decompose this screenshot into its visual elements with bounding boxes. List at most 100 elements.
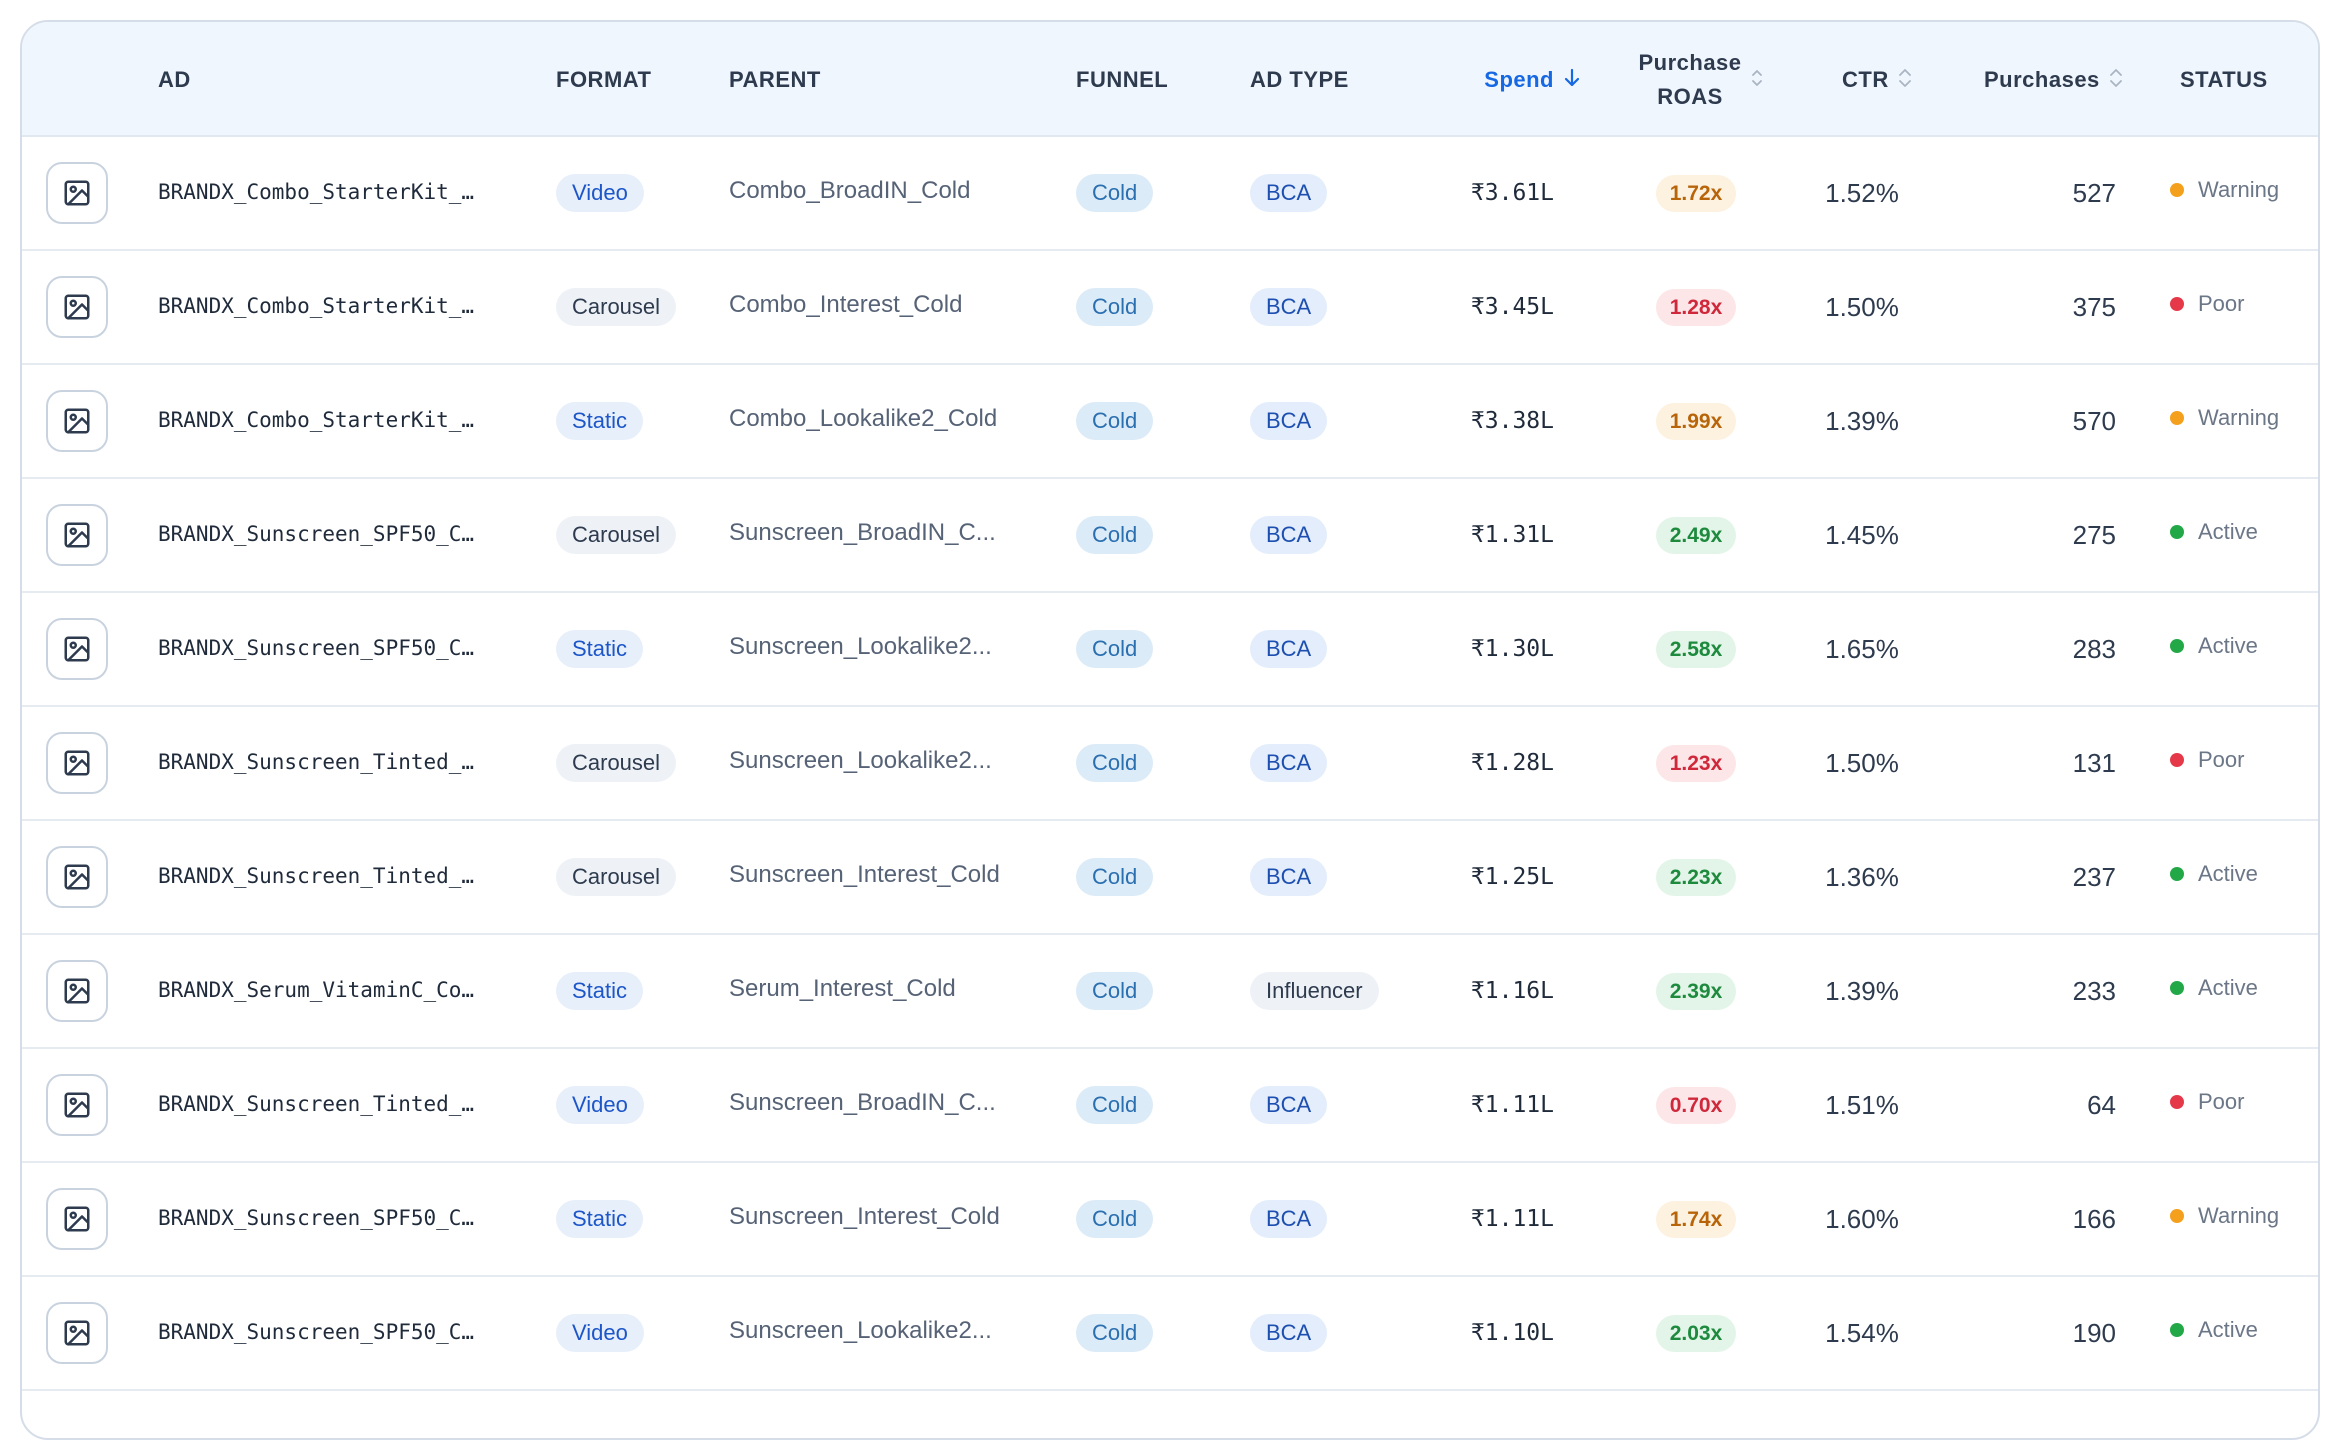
format-badge: Carousel [556, 288, 677, 326]
column-header-format[interactable]: FORMAT [556, 22, 651, 137]
thumbnail-cell [46, 365, 108, 477]
thumbnail-cell [46, 821, 108, 933]
ctr-value: 1.52% [1825, 177, 1899, 208]
purchases-value: 166 [2072, 1203, 2116, 1234]
funnel-badge: Cold [1076, 1200, 1154, 1238]
table-row[interactable]: BRANDX_Combo_StarterKit_… Video Combo_Br… [22, 137, 2318, 251]
format-badge: Video [556, 174, 644, 212]
table-header: AD FORMAT PARENT FUNNEL AD TYPE Spend Pu… [22, 22, 2318, 137]
column-header-purchases[interactable]: Purchases [1984, 22, 2122, 137]
column-header-ctr[interactable]: CTR [1842, 22, 1911, 137]
column-header-purchases-label: Purchases [1984, 66, 2100, 92]
ad-name[interactable]: BRANDX_Sunscreen_Tinted_… [158, 750, 475, 774]
table-row[interactable]: BRANDX_Combo_StarterKit_… Carousel Combo… [22, 251, 2318, 365]
status-indicator: Active [2170, 633, 2258, 659]
column-header-purchase-roas[interactable]: Purchase ROAS [1620, 22, 1780, 137]
table-row[interactable]: BRANDX_Sunscreen_Tinted_… Carousel Sunsc… [22, 707, 2318, 821]
status-label: Active [2198, 1317, 2258, 1342]
parent-name[interactable]: Sunscreen_Lookalike2... [729, 633, 992, 660]
roas-badge: 2.49x [1655, 516, 1737, 554]
format-badge: Static [556, 972, 644, 1010]
ad-name[interactable]: BRANDX_Sunscreen_SPF50_C… [158, 522, 475, 546]
image-icon[interactable] [46, 1188, 108, 1250]
thumbnail-cell [46, 707, 108, 819]
column-header-spend[interactable]: Spend [1450, 22, 1580, 137]
table-row[interactable]: BRANDX_Sunscreen_Tinted_… Video Sunscree… [22, 1049, 2318, 1163]
parent-name[interactable]: Sunscreen_BroadIN_C... [729, 1089, 996, 1116]
ad-name[interactable]: BRANDX_Serum_VitaminC_Co… [158, 978, 475, 1002]
column-header-roas-line1: Purchase [1638, 49, 1742, 75]
ctr-value: 1.39% [1825, 975, 1899, 1006]
spend-value: ₹1.10L [1470, 1320, 1554, 1346]
image-icon[interactable] [46, 1302, 108, 1364]
status-label: Poor [2198, 1089, 2245, 1114]
status-dot-icon [2170, 639, 2184, 653]
image-icon[interactable] [46, 276, 108, 338]
ad-name[interactable]: BRANDX_Sunscreen_SPF50_C… [158, 636, 475, 660]
parent-name[interactable]: Sunscreen_Lookalike2... [729, 1317, 992, 1344]
status-indicator: Active [2170, 1317, 2258, 1343]
parent-name[interactable]: Sunscreen_Interest_Cold [729, 1203, 1000, 1230]
format-badge: Static [556, 630, 644, 668]
status-dot-icon [2170, 867, 2184, 881]
ad-type-badge: BCA [1250, 630, 1328, 668]
parent-name[interactable]: Sunscreen_Interest_Cold [729, 861, 1000, 888]
ad-name[interactable]: BRANDX_Combo_StarterKit_… [158, 294, 475, 318]
parent-name[interactable]: Serum_Interest_Cold [729, 975, 956, 1002]
parent-name[interactable]: Sunscreen_Lookalike2... [729, 747, 992, 774]
parent-name[interactable]: Combo_Lookalike2_Cold [729, 405, 998, 432]
image-icon[interactable] [46, 960, 108, 1022]
column-header-funnel-label: FUNNEL [1076, 66, 1169, 92]
thumbnail-cell [46, 935, 108, 1047]
ad-name[interactable]: BRANDX_Sunscreen_SPF50_C… [158, 1320, 475, 1344]
table-row[interactable]: BRANDX_Serum_VitaminC_Co… Static Serum_I… [22, 935, 2318, 1049]
status-label: Warning [2198, 405, 2280, 430]
table-row[interactable]: BRANDX_Sunscreen_SPF50_C… Static Sunscre… [22, 593, 2318, 707]
ad-type-badge: BCA [1250, 1314, 1328, 1352]
image-icon[interactable] [46, 390, 108, 452]
parent-name[interactable]: Sunscreen_BroadIN_C... [729, 519, 996, 546]
ads-table: AD FORMAT PARENT FUNNEL AD TYPE Spend Pu… [20, 20, 2320, 1440]
format-badge: Carousel [556, 516, 677, 554]
funnel-badge: Cold [1076, 972, 1154, 1010]
status-dot-icon [2170, 411, 2184, 425]
format-badge: Video [556, 1314, 644, 1352]
ad-type-badge: BCA [1250, 516, 1328, 554]
funnel-badge: Cold [1076, 630, 1154, 668]
column-header-ad[interactable]: AD [158, 22, 191, 137]
image-icon[interactable] [46, 504, 108, 566]
spend-value: ₹1.25L [1470, 864, 1554, 890]
ad-name[interactable]: BRANDX_Combo_StarterKit_… [158, 180, 475, 204]
purchases-value: 237 [2072, 861, 2116, 892]
table-row[interactable]: BRANDX_Sunscreen_SPF50_C… Video Sunscree… [22, 1277, 2318, 1391]
table-row[interactable]: BRANDX_Sunscreen_SPF50_C… Static Sunscre… [22, 1163, 2318, 1277]
ad-name[interactable]: BRANDX_Combo_StarterKit_… [158, 408, 475, 432]
column-header-parent[interactable]: PARENT [729, 22, 821, 137]
table-row[interactable]: BRANDX_Combo_StarterKit_… Static Combo_L… [22, 365, 2318, 479]
column-header-status-label: STATUS [2180, 66, 2268, 92]
ad-type-badge: Influencer [1250, 972, 1379, 1010]
ad-name[interactable]: BRANDX_Sunscreen_Tinted_… [158, 864, 475, 888]
parent-name[interactable]: Combo_Interest_Cold [729, 291, 963, 318]
ad-name[interactable]: BRANDX_Sunscreen_SPF50_C… [158, 1206, 475, 1230]
image-icon[interactable] [46, 618, 108, 680]
purchases-value: 64 [2087, 1089, 2116, 1120]
purchases-value: 570 [2072, 405, 2116, 436]
table-row[interactable]: BRANDX_Sunscreen_SPF50_C… Carousel Sunsc… [22, 479, 2318, 593]
image-icon[interactable] [46, 732, 108, 794]
status-dot-icon [2170, 1095, 2184, 1109]
column-header-status[interactable]: STATUS [2180, 22, 2268, 137]
image-icon[interactable] [46, 846, 108, 908]
image-icon[interactable] [46, 162, 108, 224]
ad-name[interactable]: BRANDX_Sunscreen_Tinted_… [158, 1092, 475, 1116]
arrow-down-icon [1564, 68, 1580, 92]
ad-type-badge: BCA [1250, 744, 1328, 782]
table-row[interactable]: BRANDX_Sunscreen_Tinted_… Carousel Sunsc… [22, 821, 2318, 935]
status-dot-icon [2170, 525, 2184, 539]
column-header-funnel[interactable]: FUNNEL [1076, 22, 1168, 137]
parent-name[interactable]: Combo_BroadIN_Cold [729, 177, 971, 204]
status-label: Active [2198, 861, 2258, 886]
image-icon[interactable] [46, 1074, 108, 1136]
column-header-ad-type[interactable]: AD TYPE [1250, 22, 1349, 137]
spend-value: ₹3.38L [1470, 408, 1554, 434]
